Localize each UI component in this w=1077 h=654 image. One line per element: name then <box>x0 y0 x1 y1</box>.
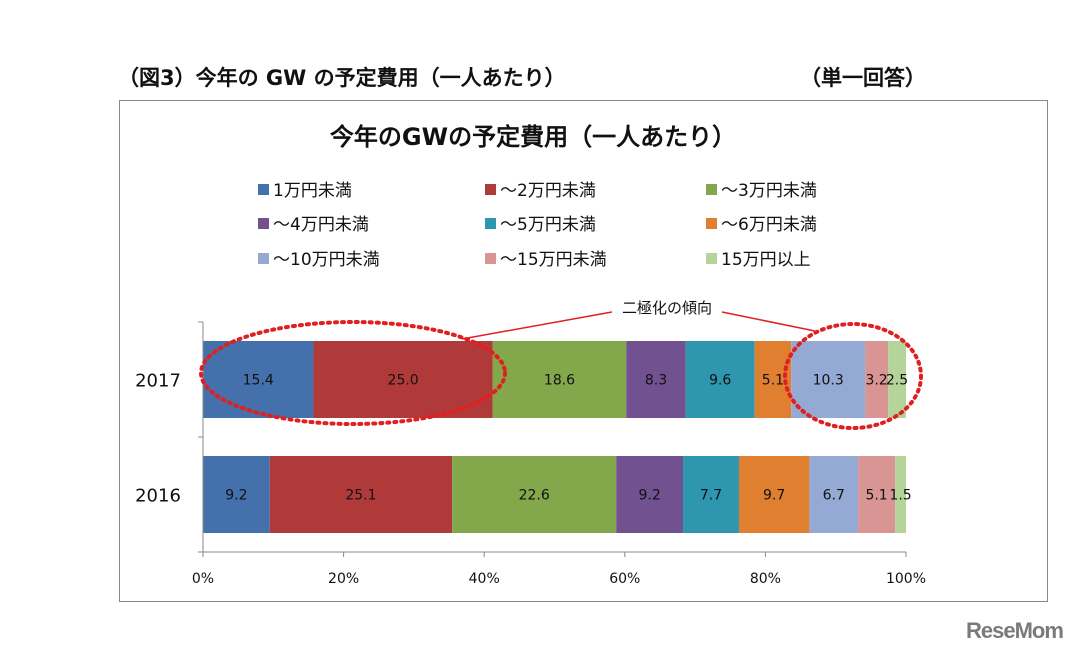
highlight-ellipse-low <box>199 320 507 426</box>
legend-swatch <box>706 253 717 264</box>
x-tick-label: 0% <box>192 571 214 587</box>
annotation-text: 二極化の傾向 <box>622 299 712 317</box>
data-label: 5.1 <box>865 488 887 504</box>
answer-type: （単一回答） <box>800 66 926 90</box>
axes: 2017 2016 0% 20% 40% 60% 80% 100% <box>135 321 926 587</box>
data-label: 10.3 <box>813 373 844 389</box>
bar-segment <box>626 341 686 418</box>
legend-swatch <box>258 184 269 195</box>
data-label: 9.2 <box>639 488 661 504</box>
legend-swatch <box>258 253 269 264</box>
bar-segment <box>683 456 739 533</box>
bar-segment <box>203 456 270 533</box>
legend-label: ～6万円未満 <box>721 215 817 235</box>
legend-label: 15万円以上 <box>721 250 811 270</box>
legend-swatch <box>706 218 717 229</box>
bar-segment <box>616 456 684 533</box>
data-label: 5.1 <box>762 373 784 389</box>
legend-label: ～3万円未満 <box>721 181 817 201</box>
legend-swatch <box>485 218 496 229</box>
bar-segment <box>203 341 314 418</box>
bar-segment <box>888 341 906 418</box>
data-label: 7.7 <box>700 488 722 504</box>
annotation-line <box>461 311 613 340</box>
resemom-logo: ReseMom <box>966 618 1064 643</box>
data-label: 9.2 <box>225 488 247 504</box>
legend-swatch <box>485 253 496 264</box>
legend-label: ～5万円未満 <box>500 215 596 235</box>
x-tick-label: 40% <box>469 571 500 587</box>
data-label: 2.5 <box>886 373 908 389</box>
bar-segment <box>738 456 810 533</box>
data-label: 1.5 <box>889 488 911 504</box>
legend-label: ～2万円未満 <box>500 181 596 201</box>
legend: 1万円未満 ～2万円未満 ～3万円未満 ～4万円未満 ～5万円未満 ～6万円未満 ～10万円… <box>258 181 817 270</box>
legend-label: ～4万円未満 <box>273 215 369 235</box>
annotation-line <box>721 311 816 332</box>
bar-segment <box>452 456 617 533</box>
legend-label: ～10万円未満 <box>273 250 380 270</box>
bar-segment <box>685 341 755 418</box>
data-label: 22.6 <box>519 488 550 504</box>
highlight-ellipse-high <box>783 322 923 430</box>
legend-label: ～15万円未満 <box>500 250 607 270</box>
figure-title: （図3）今年の GW の予定費用（一人あたり） <box>118 66 566 90</box>
data-label: 25.0 <box>388 373 419 389</box>
x-tick-label: 100% <box>886 571 926 587</box>
annotation: 二極化の傾向 <box>199 299 923 430</box>
data-label: 6.7 <box>823 488 845 504</box>
bar-segment <box>809 456 859 533</box>
x-tick-label: 80% <box>750 571 781 587</box>
data-label: 8.3 <box>645 373 667 389</box>
category-label: 2017 <box>135 371 181 392</box>
category-label: 2016 <box>135 486 181 507</box>
data-label: 15.4 <box>243 373 274 389</box>
chart-title: 今年のGWの予定費用（一人あたり） <box>330 123 736 151</box>
bars: 15.4 25.0 18.6 8.3 9.6 5.1 10.3 3.22.5 9.2 25.1 22… <box>203 341 912 533</box>
data-label: 18.6 <box>544 373 575 389</box>
data-label: 3.2 <box>865 373 887 389</box>
legend-label: 1万円未満 <box>273 181 352 201</box>
bar-segment <box>791 341 866 418</box>
bar-segment <box>313 341 493 418</box>
data-label: 9.7 <box>763 488 785 504</box>
x-tick-label: 20% <box>328 571 359 587</box>
x-tick-label: 60% <box>609 571 640 587</box>
bar-segment <box>895 456 906 533</box>
data-label: 25.1 <box>345 488 376 504</box>
data-label: 9.6 <box>709 373 731 389</box>
legend-swatch <box>258 218 269 229</box>
legend-swatch <box>485 184 496 195</box>
bar-segment <box>858 456 896 533</box>
bar-segment <box>492 341 627 418</box>
legend-swatch <box>706 184 717 195</box>
bar-segment <box>269 456 453 533</box>
chart-frame <box>119 100 1048 602</box>
bar-segment <box>865 341 889 418</box>
